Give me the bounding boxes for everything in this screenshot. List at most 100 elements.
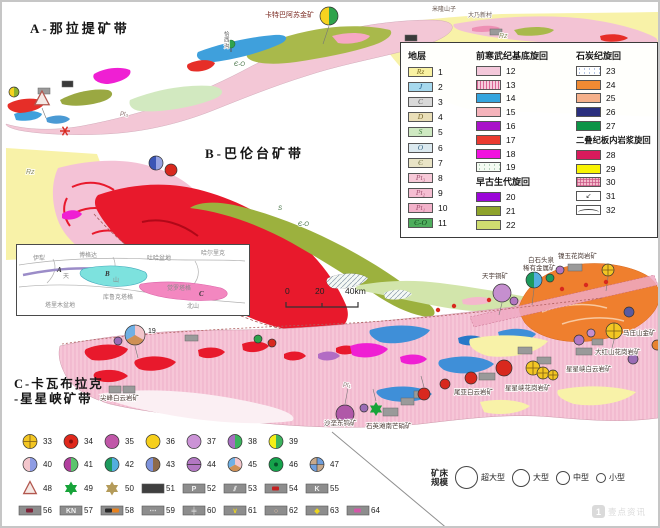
legend-item-23: 23 bbox=[576, 64, 654, 78]
legend-symbol-number-41: 41 bbox=[84, 460, 93, 469]
legend-symbol-number-33: 33 bbox=[43, 437, 52, 446]
inset-band-label: C bbox=[199, 290, 204, 298]
legend-symbol-37: 37 bbox=[182, 433, 223, 450]
legend-symbol-number-64: 64 bbox=[371, 506, 380, 515]
legend-item-11: Є-O 11 bbox=[408, 216, 476, 231]
deposit-marker-circle bbox=[573, 334, 585, 346]
deposit-size-1: 超大型 bbox=[454, 465, 505, 490]
legend-symbol-number-62: 62 bbox=[289, 506, 298, 515]
map-label: 星星峡白云岩矿 bbox=[566, 364, 612, 373]
watermark-icon: 1 bbox=[591, 505, 605, 518]
deposit-marker-circle bbox=[113, 336, 123, 346]
legend-symbol-58: 58 bbox=[100, 502, 141, 519]
map-label: 卡特巴阿苏金矿 bbox=[265, 10, 314, 19]
legend-item-29: 29 bbox=[576, 162, 654, 176]
legend-item-10: Pt₁ 10 bbox=[408, 201, 476, 216]
legend-number-9: 9 bbox=[438, 188, 443, 199]
symbol-legend-row-2: 40 41 42 43 44 45 46 47 bbox=[18, 456, 346, 473]
deposit-marker-half bbox=[148, 155, 164, 171]
legend-swatch-26 bbox=[576, 107, 601, 118]
legend-symbol-number-60: 60 bbox=[207, 506, 216, 515]
deposit-marker-circle bbox=[164, 163, 178, 177]
legend-item-9: Pt₂ 9 bbox=[408, 186, 476, 201]
legend-strata-column: 地层 Rz 1 J 2 C 3 D 4 S 5 O 6 Є 7 Pt₃ 8 Pt₂ 9 Pt₁ 10 Є-O 11 bbox=[408, 48, 476, 235]
legend-item-14: 14 bbox=[476, 92, 576, 106]
inset-band-label: A bbox=[56, 266, 62, 274]
inset-region-label: 哈尔里克 bbox=[201, 249, 225, 257]
deposit-marker-circle bbox=[267, 338, 277, 348]
legend-symbol-number-37: 37 bbox=[207, 437, 216, 446]
legend-precambrian-column: 前寒武纪基底旋回 12 13 14 15 16 17 18 19 早古生代旋回 20 21 22 bbox=[476, 48, 576, 235]
symbol-legend-row-3: 48 49 50 51 P 52 ⫽ 53 54 K 55 bbox=[18, 480, 346, 497]
legend-item-21: 21 bbox=[476, 204, 576, 218]
map-label-chip bbox=[108, 385, 122, 394]
legend-symbol-45: 45 bbox=[223, 456, 264, 473]
svg-text:○: ○ bbox=[274, 508, 278, 515]
legend-symbol-number-34: 34 bbox=[84, 437, 93, 446]
marker-leader-lines bbox=[41, 25, 615, 405]
deposit-marker-circle bbox=[253, 334, 263, 344]
legend-swatch-12 bbox=[476, 65, 501, 76]
legend-item-30: 30 bbox=[576, 176, 654, 190]
legend-symbol-number-56: 56 bbox=[43, 506, 52, 515]
belt-c-magenta-patches bbox=[350, 343, 427, 365]
legend-number-16: 16 bbox=[506, 121, 516, 132]
deposit-marker-circle bbox=[417, 387, 431, 401]
symbol-legend-row-1: 33 34 35 36 37 38 39 bbox=[18, 433, 305, 450]
svg-text:◆: ◆ bbox=[313, 508, 320, 515]
deposit-size-label-3: 中型 bbox=[573, 473, 590, 482]
inset-region-label: 塔里木盆地 bbox=[45, 301, 75, 309]
legend-item-25: 25 bbox=[576, 92, 654, 106]
svg-text:P: P bbox=[192, 486, 197, 493]
deposit-marker-dotr bbox=[583, 282, 589, 288]
belt-b bbox=[52, 160, 546, 334]
legend-symbol-64: 64 bbox=[346, 502, 387, 519]
legend-swatch-19 bbox=[476, 162, 501, 173]
legend-carboniferous-column: 石炭纪旋回 23 24 25 26 27 二叠纪板内岩浆旋回 28 29 30 ↙ 31 32 bbox=[576, 48, 654, 235]
legend-item-31: ↙ 31 bbox=[576, 189, 654, 203]
map-label: 米隆山子 bbox=[432, 5, 456, 13]
legend-swatch-8: Pt₃ bbox=[408, 172, 433, 183]
legend-number-8: 8 bbox=[438, 172, 443, 183]
deposit-marker-dotr bbox=[451, 303, 457, 309]
scale-bar: 0 20 40km bbox=[285, 286, 375, 314]
scale-bar-0: 0 bbox=[285, 286, 290, 296]
legend-symbol-33: 33 bbox=[18, 433, 59, 450]
legend-item-15: 15 bbox=[476, 105, 576, 119]
legend-number-23: 23 bbox=[606, 65, 616, 76]
svg-text:⋯: ⋯ bbox=[150, 508, 157, 515]
legend-symbol-43: 43 bbox=[141, 456, 182, 473]
legend-swatch-3: C bbox=[408, 96, 433, 107]
map-label: 大乃新村 bbox=[468, 11, 492, 19]
legend-number-13: 13 bbox=[506, 79, 516, 90]
inset-region-label: 觉罗塔格 bbox=[167, 284, 191, 292]
deposit-marker-dotr bbox=[435, 307, 441, 313]
map-label: Pt₃ bbox=[120, 112, 129, 118]
map-label: 白石头泉 bbox=[528, 255, 555, 264]
legend-precambrian-header: 前寒武纪基底旋回 bbox=[476, 51, 549, 61]
legend-symbol-44: 44 bbox=[182, 456, 223, 473]
legend-item-22: 22 bbox=[476, 218, 576, 232]
legend-carboniferous-header: 石炭纪旋回 bbox=[576, 51, 622, 61]
legend-swatch-7: Є bbox=[408, 157, 433, 168]
belt-c-title-line1: C-卡瓦布拉克 bbox=[14, 377, 104, 391]
legend-item-20: 20 bbox=[476, 190, 576, 204]
belt-b-title: B-巴伦台矿带 bbox=[205, 146, 305, 161]
map-label: Rz bbox=[26, 169, 35, 176]
deposit-marker-half bbox=[8, 86, 20, 98]
legend-swatch-22 bbox=[476, 219, 501, 230]
legend-symbol-number-59: 59 bbox=[166, 506, 175, 515]
map-label: 镍玉花岗岩矿 bbox=[558, 251, 598, 260]
belt-c-title-line2: -星星峡矿带 bbox=[14, 392, 93, 406]
legend-symbol-42: 42 bbox=[100, 456, 141, 473]
legend-swatch-27 bbox=[576, 121, 601, 132]
map-label-chips bbox=[37, 28, 604, 417]
legend-symbol-number-63: 63 bbox=[330, 506, 339, 515]
legend-number-29: 29 bbox=[606, 163, 616, 174]
legend-number-27: 27 bbox=[606, 121, 616, 132]
map-label-chip bbox=[567, 263, 583, 272]
svg-text:⫽: ⫽ bbox=[232, 485, 237, 493]
legend-swatch-5: S bbox=[408, 127, 433, 138]
